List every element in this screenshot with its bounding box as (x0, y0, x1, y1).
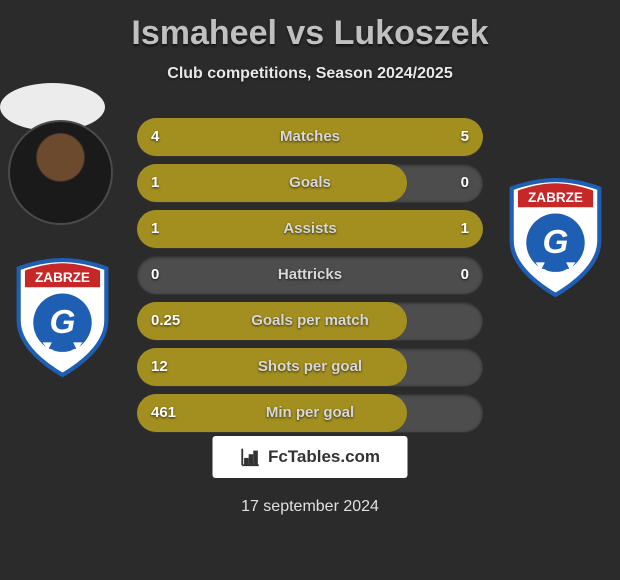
shield-icon: ZABRZE G (503, 178, 608, 298)
stat-label: Hattricks (137, 256, 483, 294)
subtitle: Club competitions, Season 2024/2025 (0, 65, 620, 83)
footer-text: FcTables.com (268, 447, 380, 467)
stat-label: Matches (137, 118, 483, 156)
stat-label: Min per goal (137, 394, 483, 432)
stat-value-right: 0 (461, 256, 469, 294)
stat-row: 0Hattricks0 (137, 256, 483, 294)
stat-row: 12Shots per goal (137, 348, 483, 386)
stat-row: 0.25Goals per match (137, 302, 483, 340)
stat-value-right: 1 (461, 210, 469, 248)
club-banner-text: ZABRZE (35, 270, 90, 285)
club-badge-right: ZABRZE G (503, 178, 608, 298)
svg-text:ZABRZE: ZABRZE (528, 190, 583, 205)
stat-row: 1Assists1 (137, 210, 483, 248)
stat-label: Goals (137, 164, 483, 202)
stat-row: 461Min per goal (137, 394, 483, 432)
player-left-avatar (8, 120, 113, 225)
stat-value-right: 5 (461, 118, 469, 156)
page-title: Ismaheel vs Lukoszek (0, 0, 620, 53)
stats-container: 4Matches51Goals01Assists10Hattricks00.25… (137, 118, 483, 440)
stat-label: Goals per match (137, 302, 483, 340)
svg-text:G: G (50, 304, 76, 341)
shield-icon: ZABRZE G (10, 258, 115, 378)
stat-row: 1Goals0 (137, 164, 483, 202)
stat-row: 4Matches5 (137, 118, 483, 156)
stat-label: Shots per goal (137, 348, 483, 386)
stat-value-right: 0 (461, 164, 469, 202)
svg-text:G: G (543, 224, 569, 261)
stat-label: Assists (137, 210, 483, 248)
club-badge-left: ZABRZE G (10, 258, 115, 378)
footer-attribution: FcTables.com (213, 436, 408, 478)
date-label: 17 september 2024 (0, 498, 620, 516)
bar-chart-icon (240, 446, 262, 468)
